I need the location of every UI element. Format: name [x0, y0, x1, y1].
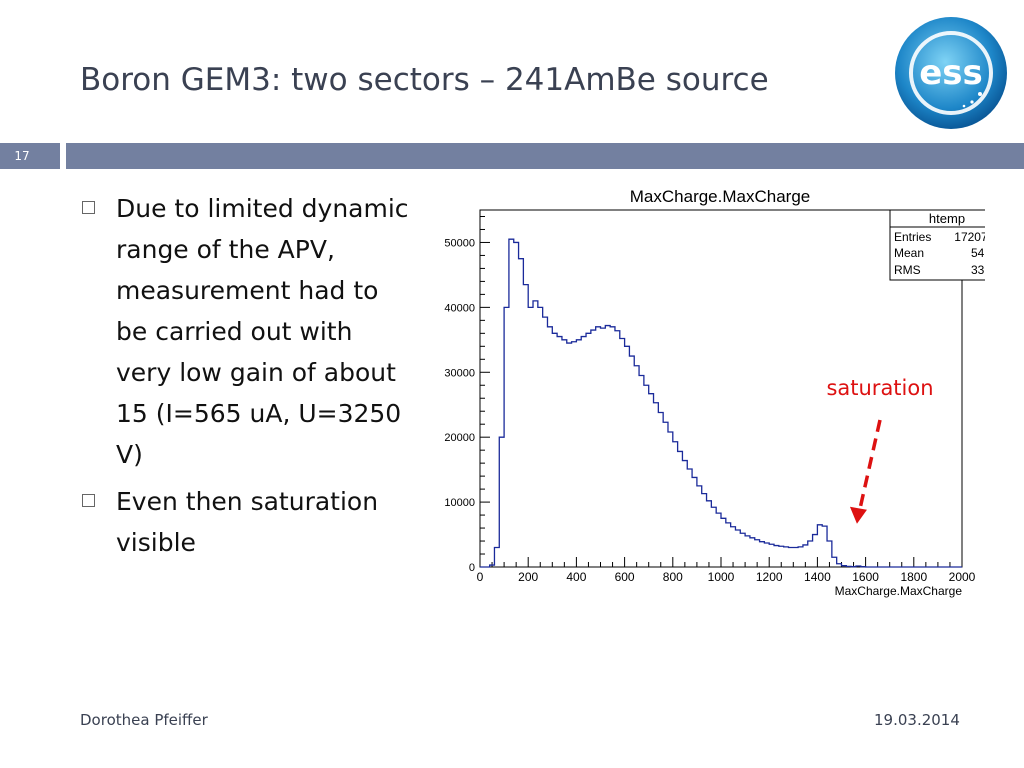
- header-bar: [66, 143, 1024, 169]
- x-axis: 0 200 400 600 800 1000 1200 1400 1600 1800 2000: [477, 557, 976, 584]
- bullet-item: Even then saturation visible: [82, 481, 412, 563]
- x-tick-label: 800: [663, 570, 683, 584]
- stats-label: Entries: [894, 230, 931, 244]
- logo-text: ess: [919, 53, 983, 93]
- annotation-arrow: [858, 419, 882, 510]
- x-tick-label: 600: [615, 570, 635, 584]
- stats-value: 547.5: [971, 246, 985, 260]
- ess-logo-icon: ess: [895, 17, 1007, 129]
- stats-label: RMS: [894, 263, 921, 277]
- histogram-chart: MaxCharge.MaxCharge 01000020000300004000…: [444, 187, 985, 598]
- x-tick-label: 1600: [852, 570, 879, 584]
- x-tick-label: 1000: [708, 570, 735, 584]
- histogram-series: [480, 238, 962, 568]
- bullet-square-icon: [82, 494, 95, 507]
- y-tick-label: 0: [469, 562, 475, 574]
- bullet-text: Even then saturation visible: [116, 487, 379, 557]
- footer-author: Dorothea Pfeiffer: [80, 711, 208, 729]
- footer-date: 19.03.2014: [874, 711, 960, 729]
- slide-number: 17: [0, 143, 60, 169]
- y-tick-label: 50000: [444, 237, 475, 249]
- bullet-list: Due to limited dynamic range of the APV,…: [82, 188, 412, 569]
- stats-box: htemp Entries 1720782 Mean 547.5 RMS 339…: [889, 209, 985, 281]
- x-tick-label: 0: [477, 570, 484, 584]
- bullet-square-icon: [82, 201, 95, 214]
- bullet-item: Due to limited dynamic range of the APV,…: [82, 188, 412, 475]
- stats-value: 339.2: [971, 263, 985, 277]
- y-tick-label: 40000: [444, 302, 475, 314]
- x-tick-label: 1200: [756, 570, 783, 584]
- x-tick-label: 1400: [804, 570, 831, 584]
- saturation-annotation: saturation: [826, 376, 933, 400]
- annotation-arrowhead-icon: [849, 506, 867, 524]
- stats-label: Mean: [894, 246, 924, 260]
- stats-value: 1720782: [954, 230, 985, 244]
- slide-title: Boron GEM3: two sectors – 241AmBe source: [80, 62, 769, 98]
- x-tick-label: 400: [566, 570, 586, 584]
- bullet-text: Due to limited dynamic range of the APV,…: [116, 194, 409, 469]
- x-tick-label: 2000: [949, 570, 976, 584]
- y-tick-label: 20000: [444, 432, 475, 444]
- y-axis: 0 10000 20000 30000 40000 50000: [444, 215, 490, 574]
- chart-title: MaxCharge.MaxCharge: [630, 187, 810, 206]
- stats-title: htemp: [929, 211, 965, 226]
- x-tick-label: 1800: [900, 570, 927, 584]
- x-axis-label: MaxCharge.MaxCharge: [835, 584, 963, 598]
- y-tick-label: 10000: [444, 497, 475, 509]
- y-tick-label: 30000: [444, 367, 475, 379]
- x-tick-label: 200: [518, 570, 538, 584]
